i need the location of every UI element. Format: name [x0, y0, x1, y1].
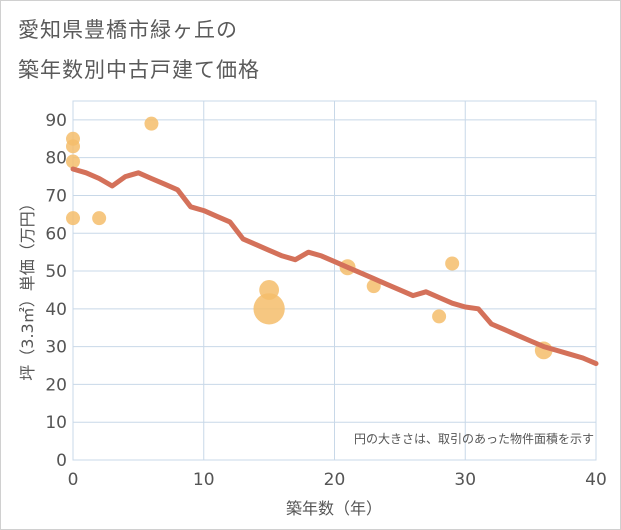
scatter-point	[445, 256, 460, 271]
y-tick-label: 80	[45, 149, 67, 169]
chart-title-line2: 築年数別中古戸建て価格	[18, 58, 260, 82]
tick-labels: 0 10 20 30 40 50 60 70 80 90 0 10 20 30 40	[45, 111, 606, 490]
scatter-point	[66, 211, 80, 226]
y-tick-label: 10	[45, 413, 67, 433]
scatter-point	[253, 293, 285, 325]
size-legend-note: 円の大きさは、取引のあった物件面積を示す	[354, 431, 594, 446]
x-tick-label: 10	[193, 470, 215, 490]
y-tick-label: 20	[45, 375, 67, 395]
y-tick-label: 60	[45, 224, 67, 244]
chart-title-line1: 愛知県豊橋市緑ヶ丘の	[18, 18, 238, 42]
data-points	[66, 116, 553, 360]
scatter-point	[432, 309, 447, 324]
scatter-point	[66, 154, 80, 169]
y-axis-label: 坪（3.3㎡）単価（万円）	[18, 195, 37, 380]
scatter-point	[144, 116, 159, 131]
y-tick-label: 0	[56, 451, 67, 471]
scatter-point	[259, 280, 280, 300]
scatter-point	[92, 211, 107, 226]
y-tick-label: 50	[45, 262, 67, 282]
grid-lines	[72, 100, 597, 461]
y-tick-label: 30	[45, 338, 67, 358]
trend-line	[70, 166, 599, 367]
x-axis-label: 築年数（年）	[286, 499, 382, 518]
x-tick-label: 30	[454, 470, 476, 490]
y-tick-label: 90	[45, 111, 67, 131]
x-tick-label: 0	[68, 470, 79, 490]
x-tick-label: 40	[585, 470, 607, 490]
scatter-point	[66, 139, 80, 154]
y-tick-label: 70	[45, 186, 67, 206]
y-tick-label: 40	[45, 300, 67, 320]
x-tick-label: 20	[324, 470, 346, 490]
